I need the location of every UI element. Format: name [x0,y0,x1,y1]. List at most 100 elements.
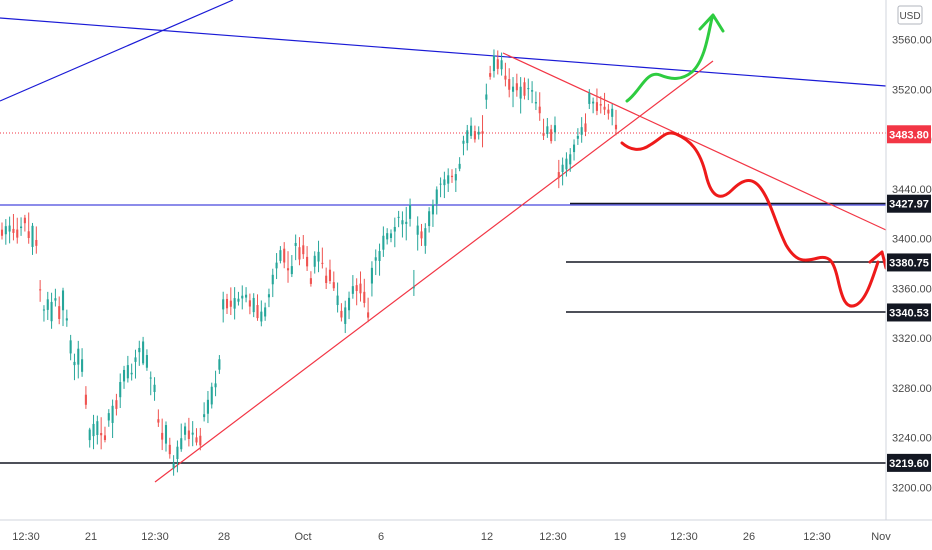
candle-72 [275,253,278,280]
candle-body-54 [206,399,209,414]
candle-body-46 [176,446,179,460]
candle-body-42 [161,432,164,440]
candle-2 [8,216,11,244]
candle-15 [58,296,61,325]
candle-129 [492,49,496,78]
candle-body-84 [321,262,324,264]
candle-23 [88,427,91,448]
candle-92 [351,275,354,299]
candle-body-34 [130,372,133,375]
candle-body-17 [65,318,68,321]
candle-body-39 [149,377,152,379]
candle-53 [203,402,206,422]
candle-5 [20,217,23,236]
candle-30 [115,393,118,416]
candle-134 [511,77,515,108]
candle-3 [12,213,15,241]
candle-58 [222,291,225,323]
candle-83 [317,240,320,273]
candle-39 [149,371,152,396]
time-axis[interactable]: 12:30 21 12:30 28 Oct 6 12 12:30 19 12:30 26 12:30 N… [0,519,932,550]
candle-body-85 [325,275,328,284]
candle-54 [206,390,209,424]
candle-155 [592,97,595,114]
candle-body-117 [447,175,450,184]
candle-106 [405,206,408,241]
time-tick-4: Oct [294,531,311,543]
rising-red-trendline[interactable] [154,60,714,483]
candle-19 [73,353,76,381]
candle-130 [496,50,499,75]
candle-body-68 [260,311,263,322]
candle-body-69 [264,307,267,317]
time-tick-12: Nov [871,531,891,543]
candle-body-90 [344,307,347,324]
plot-area[interactable] [0,0,888,483]
candle-94 [359,271,362,302]
candle-body-81 [309,278,312,284]
candle-124 [473,125,476,143]
candle-11 [42,305,45,322]
candle-17 [65,309,68,327]
candle-body-12 [46,299,49,310]
candle-body-125 [477,131,480,135]
candle-body-126 [481,131,484,134]
candle-73 [279,246,282,264]
candle-25 [96,415,99,445]
upper-blue-trendline[interactable] [0,17,887,87]
upper-left-blue-line[interactable] [0,0,234,102]
candle-103 [393,217,396,248]
candle-14 [54,288,57,307]
candle-74 [283,242,286,269]
candle-79 [302,235,305,259]
candle-body-49 [187,430,190,439]
price-badge-1: 3427.97 [887,194,931,213]
candle-body-23 [88,429,91,441]
candle-121 [462,135,465,156]
candle-20 [77,340,80,379]
candle-24 [92,414,95,450]
candle-139 [531,81,534,104]
candle-body-141 [538,106,541,114]
candle-63 [241,285,244,310]
candle-118 [450,169,454,183]
candle-33 [126,355,129,383]
candle-71 [271,268,274,298]
candle-body-11 [42,309,45,311]
candle-body-38 [145,355,148,368]
candle-body-157 [599,104,602,106]
candle-body-70 [267,294,271,298]
candle-35 [134,349,137,379]
candle-body-109 [416,225,419,235]
time-tick-10: 26 [743,531,755,543]
price-axis[interactable]: USD 3200.003240.003280.003320.003360.003… [885,0,932,520]
candle-8 [31,222,34,255]
candle-body-153 [584,123,587,132]
candle-body-105 [401,220,404,225]
falling-red-trendline[interactable] [502,52,887,231]
candle-84 [321,247,324,269]
candle-body-82 [313,255,316,267]
candle-body-160 [611,108,614,117]
candle-77 [294,234,297,261]
candle-85 [325,267,328,289]
candle-body-16 [61,290,65,311]
price-tick-4: 3360.00 [892,283,932,295]
candle-body-131 [500,60,503,70]
candle-146 [557,159,560,189]
candle-body-59 [225,298,229,309]
candle-body-8 [31,225,34,247]
candle-31 [119,373,122,409]
time-tick-8: 19 [614,531,626,543]
candle-111 [424,223,427,254]
price-tick-9: 3560.00 [892,35,932,47]
currency-box[interactable] [897,5,923,25]
candle-body-92 [351,286,354,294]
candle-137 [523,77,526,100]
bullish-arrowhead-icon [698,13,725,33]
candle-48 [184,422,187,441]
candle-body-135 [515,83,518,91]
candle-body-72 [275,262,278,269]
candle-body-100 [382,235,385,250]
